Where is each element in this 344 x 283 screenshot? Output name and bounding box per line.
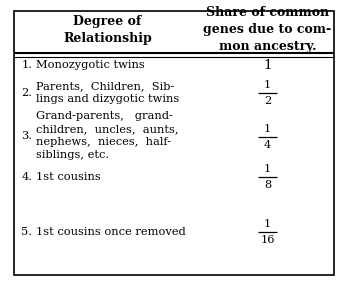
Text: Parents,  Children,  Sib-
lings and dizygotic twins: Parents, Children, Sib- lings and dizygo… <box>36 82 179 104</box>
Text: 1st cousins: 1st cousins <box>36 172 101 182</box>
Text: Grand-parents,   grand-
children,  uncles,  aunts,
nephews,  nieces,  half-
sibl: Grand-parents, grand- children, uncles, … <box>36 112 179 160</box>
Text: 8: 8 <box>264 180 271 190</box>
Text: 1: 1 <box>264 124 271 134</box>
Text: 16: 16 <box>260 235 275 245</box>
Text: 1.: 1. <box>21 60 32 70</box>
Text: 1: 1 <box>263 59 272 72</box>
Text: 1st cousins once removed: 1st cousins once removed <box>36 227 186 237</box>
Text: 1: 1 <box>264 80 271 90</box>
Text: 4.: 4. <box>21 172 32 182</box>
Text: 4: 4 <box>264 140 271 150</box>
Text: Share of common
genes due to com-
mon ancestry.: Share of common genes due to com- mon an… <box>203 6 332 53</box>
Text: 3.: 3. <box>21 130 32 141</box>
Text: 1: 1 <box>264 164 271 174</box>
Text: 2.: 2. <box>21 88 32 98</box>
Text: 5.: 5. <box>21 227 32 237</box>
Text: Monozygotic twins: Monozygotic twins <box>36 60 145 70</box>
Text: 2: 2 <box>264 96 271 106</box>
Text: Degree of
Relationship: Degree of Relationship <box>63 14 152 44</box>
Text: 1: 1 <box>264 219 271 229</box>
